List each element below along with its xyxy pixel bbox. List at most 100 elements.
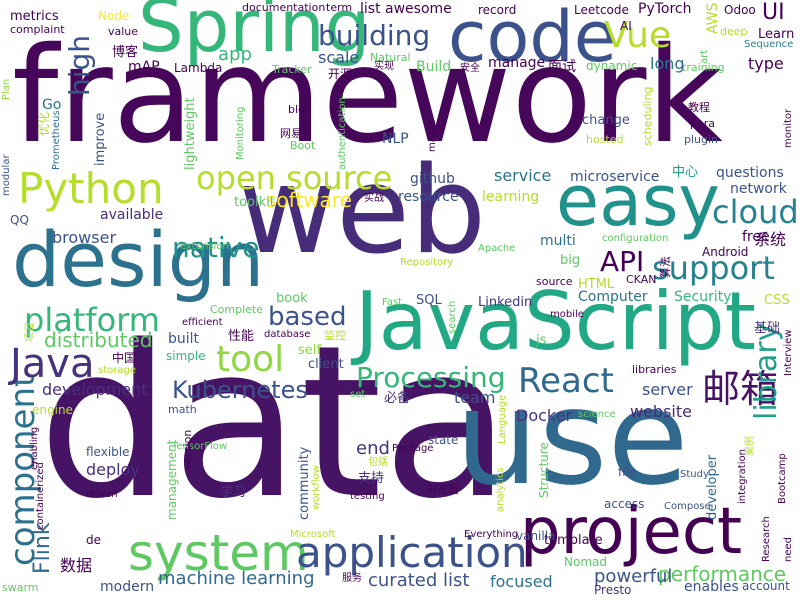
word: state bbox=[428, 433, 459, 447]
word: Nomad bbox=[564, 555, 607, 569]
word: Repository bbox=[400, 257, 454, 268]
word: available bbox=[100, 207, 164, 223]
word: Study bbox=[680, 469, 709, 480]
word: UI bbox=[762, 0, 785, 25]
word: efficient bbox=[182, 317, 223, 328]
word: 系统 bbox=[754, 230, 787, 249]
word: 项目 bbox=[25, 322, 36, 342]
word: curated list bbox=[368, 570, 470, 591]
word: js bbox=[536, 333, 547, 348]
word: scale bbox=[318, 48, 360, 67]
word: Package bbox=[392, 443, 434, 454]
word: improve bbox=[93, 112, 108, 166]
word: JavaScript bbox=[355, 275, 757, 368]
word: microservice bbox=[570, 169, 660, 185]
word: manage bbox=[488, 55, 546, 71]
word: easy bbox=[556, 160, 720, 242]
word: analytics bbox=[495, 467, 506, 512]
word: design bbox=[12, 215, 265, 304]
word: Spring bbox=[138, 0, 371, 68]
word: powerful bbox=[594, 566, 673, 587]
word: mAP bbox=[128, 59, 160, 75]
word: template bbox=[544, 533, 603, 548]
word: lightweight bbox=[183, 97, 198, 170]
word: built bbox=[168, 331, 200, 347]
word: Research bbox=[761, 516, 772, 562]
word: Sequence bbox=[744, 39, 794, 50]
word: end bbox=[356, 438, 390, 459]
word: Lambda bbox=[174, 61, 223, 75]
word: search bbox=[447, 300, 458, 334]
word: Apache bbox=[478, 243, 516, 254]
word: enables bbox=[684, 579, 739, 595]
word: book bbox=[276, 291, 308, 306]
word: swarm bbox=[2, 581, 39, 594]
word: documentation bbox=[242, 1, 326, 14]
word: engine bbox=[32, 403, 73, 417]
word: Linkedin bbox=[478, 295, 533, 310]
word: software bbox=[266, 188, 352, 212]
word: set bbox=[350, 389, 366, 400]
word: Prometheus bbox=[51, 110, 62, 170]
word: toolkit bbox=[234, 195, 275, 210]
word: record bbox=[478, 3, 517, 17]
word: Flink bbox=[30, 522, 55, 574]
word: Structure bbox=[537, 442, 551, 498]
word: use bbox=[455, 361, 689, 515]
word: extension bbox=[180, 241, 229, 252]
word: building bbox=[318, 19, 431, 52]
word: NLP bbox=[382, 131, 409, 147]
word: metrics bbox=[10, 9, 59, 24]
word: file bbox=[618, 465, 637, 479]
word: TensorFlow bbox=[172, 441, 228, 452]
word: Docker bbox=[516, 406, 573, 425]
word: modular bbox=[1, 154, 12, 196]
word: change bbox=[582, 113, 630, 128]
word: data bbox=[38, 300, 512, 545]
word: Complete bbox=[210, 303, 264, 316]
word: cloud bbox=[712, 193, 799, 231]
word: platform bbox=[24, 301, 160, 339]
word: Processing bbox=[356, 361, 506, 394]
word: Natural bbox=[370, 51, 411, 64]
word: integration bbox=[737, 449, 748, 504]
word: 中心 bbox=[672, 165, 699, 180]
word: learning bbox=[482, 189, 540, 205]
word: AI bbox=[620, 19, 632, 33]
word: Android bbox=[702, 245, 749, 259]
word: resource bbox=[398, 189, 459, 205]
word: questions bbox=[716, 165, 784, 181]
word: Compose bbox=[664, 501, 711, 512]
word: 实战 bbox=[364, 193, 384, 204]
word: development bbox=[42, 380, 148, 399]
word: framework bbox=[12, 19, 723, 173]
word: blog bbox=[288, 103, 312, 116]
word: Leetcode bbox=[574, 3, 629, 17]
word: Presto bbox=[594, 583, 632, 597]
word: 面试 bbox=[548, 59, 576, 75]
word: database bbox=[264, 329, 311, 340]
word: access bbox=[604, 497, 645, 511]
word: 优化 bbox=[37, 111, 51, 136]
word: Boot bbox=[290, 139, 316, 152]
word: 包括 bbox=[368, 457, 388, 468]
word: complaint bbox=[10, 23, 65, 36]
word: hosted bbox=[586, 133, 624, 146]
word: server bbox=[642, 380, 693, 399]
word: self bbox=[298, 343, 321, 358]
word: tool bbox=[216, 339, 285, 380]
word: 基础 bbox=[754, 321, 781, 336]
word: 教程 bbox=[688, 101, 710, 114]
word: term bbox=[326, 1, 353, 14]
word: network bbox=[730, 181, 787, 197]
word: app bbox=[218, 44, 252, 65]
word: based bbox=[268, 302, 347, 332]
word: distributed bbox=[44, 328, 153, 352]
word: libraries bbox=[632, 363, 677, 376]
word: containerized bbox=[35, 462, 46, 530]
word: CSS bbox=[764, 293, 790, 308]
word: Bootcamp bbox=[777, 453, 788, 504]
word: authentication bbox=[337, 97, 348, 170]
word: 博客 bbox=[112, 45, 139, 60]
